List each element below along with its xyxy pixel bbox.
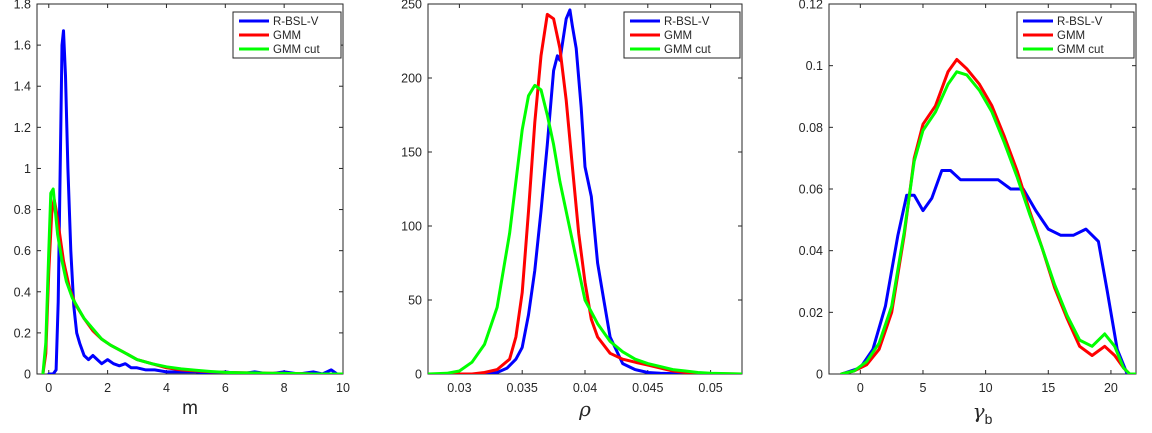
x-tick-label: 20 bbox=[1104, 381, 1118, 395]
y-tick-label: 0.1 bbox=[806, 59, 823, 73]
x-tick-label: 4 bbox=[163, 381, 170, 395]
y-tick-label: 1.8 bbox=[14, 0, 31, 12]
series-line-gmm-cut bbox=[840, 70, 1136, 374]
x-tick-label: 10 bbox=[336, 381, 350, 395]
x-tick-label: 6 bbox=[222, 381, 229, 395]
series-line-gmm-cut bbox=[41, 187, 343, 374]
y-tick-label: 100 bbox=[401, 220, 422, 234]
chart-panel-3: 0 5 10 15 20 0 0.02 0.04 0.06 0.08 0.1 0.12 R-BSL-V G… bbox=[799, 0, 1137, 427]
y-tick-label: 50 bbox=[408, 294, 422, 308]
y-tick-label: 150 bbox=[401, 146, 422, 160]
x-tick-label: 0.04 bbox=[573, 381, 597, 395]
y-tick-label: 0 bbox=[415, 368, 422, 382]
y-tick-label: 1.2 bbox=[14, 121, 31, 135]
series-group bbox=[41, 29, 343, 374]
series-line-gmm-cut bbox=[428, 83, 742, 374]
y-tick-label: 0.6 bbox=[14, 244, 31, 258]
series-group bbox=[428, 8, 742, 374]
chart-panel-2: 0.03 0.035 0.04 0.045 0.05 0 50 100 150 200 250 R-B… bbox=[401, 0, 743, 421]
x-axis-label-subscript: b bbox=[985, 411, 993, 427]
axes-box bbox=[427, 3, 743, 375]
y-tick-label: 0.8 bbox=[14, 203, 31, 217]
y-tick-label: 200 bbox=[401, 72, 422, 86]
x-tick-label: 0 bbox=[857, 381, 864, 395]
x-tick-label: 15 bbox=[1041, 381, 1055, 395]
x-tick-label: 0.05 bbox=[698, 381, 722, 395]
x-tick-label: 0.035 bbox=[507, 381, 538, 395]
legend-entry: GMM bbox=[273, 30, 301, 42]
series-group bbox=[840, 58, 1136, 374]
legend-entry: GMM bbox=[664, 30, 692, 42]
legend-entry: R-BSL-V bbox=[664, 16, 710, 28]
y-tick-label: 1 bbox=[24, 162, 31, 176]
legend-entry: R-BSL-V bbox=[273, 16, 319, 28]
y-tick-label: 0.06 bbox=[799, 183, 823, 197]
legend-entry: GMM bbox=[1057, 30, 1085, 42]
series-line-r-bsl-v bbox=[840, 169, 1136, 374]
x-axis-label: ρ bbox=[578, 397, 591, 421]
legend: R-BSL-V GMM GMM cut bbox=[1016, 11, 1135, 59]
x-axis-label: γb bbox=[973, 399, 993, 427]
x-tick-label: 0.045 bbox=[632, 381, 663, 395]
x-tick-label: 0 bbox=[45, 381, 52, 395]
chart-panel-1: 0 2 4 6 8 10 0 0.2 0.4 0.6 0.8 1 1.2 1.4 1.6 1.8 R-BSL-V… bbox=[14, 0, 350, 419]
legend-entry: GMM cut bbox=[664, 44, 711, 56]
x-tick-label: 10 bbox=[979, 381, 993, 395]
y-tick-label: 250 bbox=[401, 0, 422, 12]
axes-box bbox=[828, 3, 1137, 375]
y-tick-label: 0.08 bbox=[799, 121, 823, 135]
y-tick-label: 0 bbox=[24, 368, 31, 382]
legend-entry: R-BSL-V bbox=[1057, 16, 1103, 28]
y-tick-label: 1.4 bbox=[14, 80, 31, 94]
y-tick-label: 0.12 bbox=[799, 0, 823, 12]
legend: R-BSL-V GMM GMM cut bbox=[232, 11, 342, 59]
x-tick-label: 5 bbox=[920, 381, 927, 395]
x-tick-label: 2 bbox=[104, 381, 111, 395]
legend-entry: GMM cut bbox=[1057, 44, 1104, 56]
legend: R-BSL-V GMM GMM cut bbox=[623, 11, 741, 59]
x-axis-label: m bbox=[182, 398, 198, 419]
series-line-r-bsl-v bbox=[428, 8, 742, 374]
y-tick-label: 0.02 bbox=[799, 306, 823, 320]
y-tick-label: 0.2 bbox=[14, 326, 31, 340]
axes-box bbox=[36, 3, 344, 375]
y-tick-label: 0 bbox=[816, 368, 823, 382]
y-tick-label: 0.04 bbox=[799, 244, 823, 258]
y-tick-label: 1.6 bbox=[14, 39, 31, 53]
x-tick-label: 8 bbox=[281, 381, 288, 395]
legend-entry: GMM cut bbox=[273, 44, 320, 56]
x-tick-label: 0.03 bbox=[447, 381, 471, 395]
y-tick-label: 0.4 bbox=[14, 285, 31, 299]
